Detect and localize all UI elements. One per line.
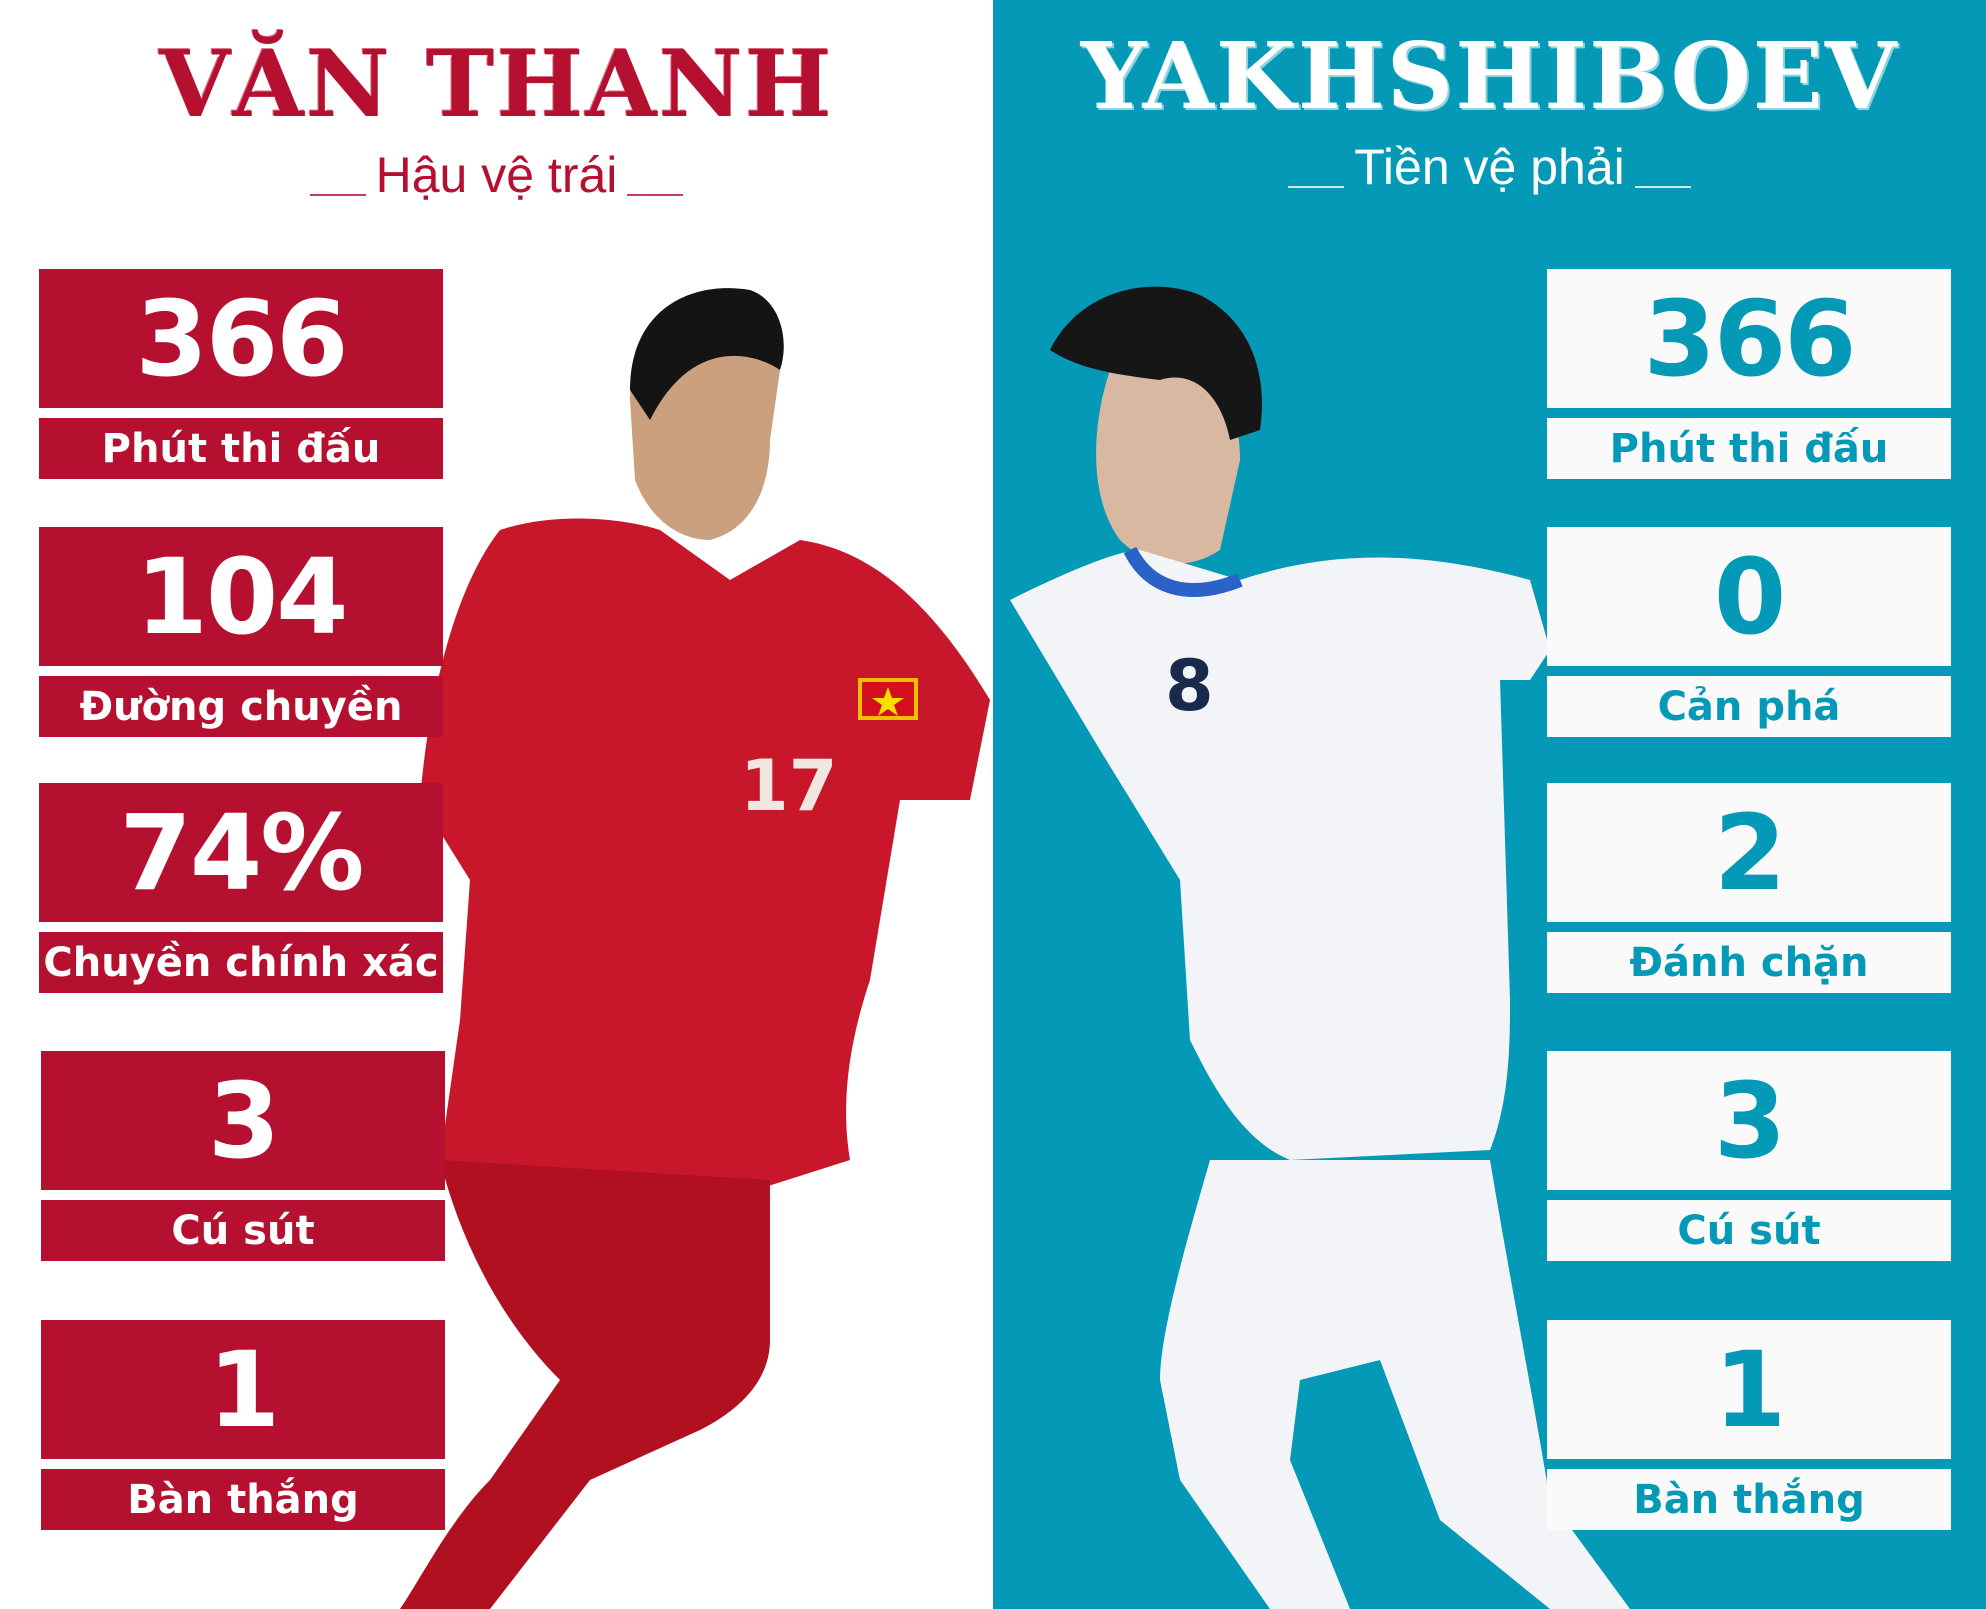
stat-value: 74% [39, 783, 443, 922]
stat-value: 366 [1547, 269, 1951, 408]
stat-value: 1 [1547, 1320, 1951, 1459]
stat-label: Cú sút [1547, 1200, 1951, 1261]
left-stat-shots: 3 Cú sút [41, 1051, 445, 1261]
stat-value: 3 [1547, 1051, 1951, 1190]
right-stat-goals: 1 Bàn thắng [1547, 1320, 1951, 1530]
left-player-name: VĂN THANH [159, 30, 834, 138]
stat-label: Bàn thắng [1547, 1469, 1951, 1530]
left-stat-pass-accuracy: 74% Chuyền chính xác [39, 783, 443, 993]
right-stat-shots: 3 Cú sút [1547, 1051, 1951, 1261]
stat-label: Cản phá [1547, 676, 1951, 737]
stat-label: Cú sút [41, 1200, 445, 1261]
right-jersey-number: 8 [1165, 645, 1214, 727]
stat-value: 104 [39, 527, 443, 666]
right-player-position: Tiền vệ phải [993, 138, 1986, 196]
stat-label: Đánh chặn [1547, 932, 1951, 993]
right-stat-tackles: 0 Cản phá [1547, 527, 1951, 737]
stat-label: Đường chuyền [39, 676, 443, 737]
stat-value: 3 [41, 1051, 445, 1190]
right-stat-minutes: 366 Phút thi đấu [1547, 269, 1951, 479]
stat-label: Bàn thắng [41, 1469, 445, 1530]
left-stat-minutes: 366 Phút thi đấu [39, 269, 443, 479]
stat-value: 0 [1547, 527, 1951, 666]
right-player-photo: 8 [1010, 286, 1630, 1609]
left-player-position: Hậu vệ trái [0, 146, 993, 204]
stat-label: Phút thi đấu [39, 418, 443, 479]
stat-label: Chuyền chính xác [39, 932, 443, 993]
right-position-text: Tiền vệ phải [1354, 139, 1625, 195]
stat-label: Phút thi đấu [1547, 418, 1951, 479]
right-stat-interceptions: 2 Đánh chặn [1547, 783, 1951, 993]
left-stat-passes: 104 Đường chuyền [39, 527, 443, 737]
left-position-text: Hậu vệ trái [375, 147, 618, 203]
stat-value: 2 [1547, 783, 1951, 922]
left-stat-goals: 1 Bàn thắng [41, 1320, 445, 1530]
left-jersey-number: 17 [740, 745, 837, 827]
stat-value: 1 [41, 1320, 445, 1459]
right-player-name: YAKHSHIBOEV [1080, 22, 1899, 130]
left-player-photo: 17 [400, 288, 990, 1609]
stat-value: 366 [39, 269, 443, 408]
